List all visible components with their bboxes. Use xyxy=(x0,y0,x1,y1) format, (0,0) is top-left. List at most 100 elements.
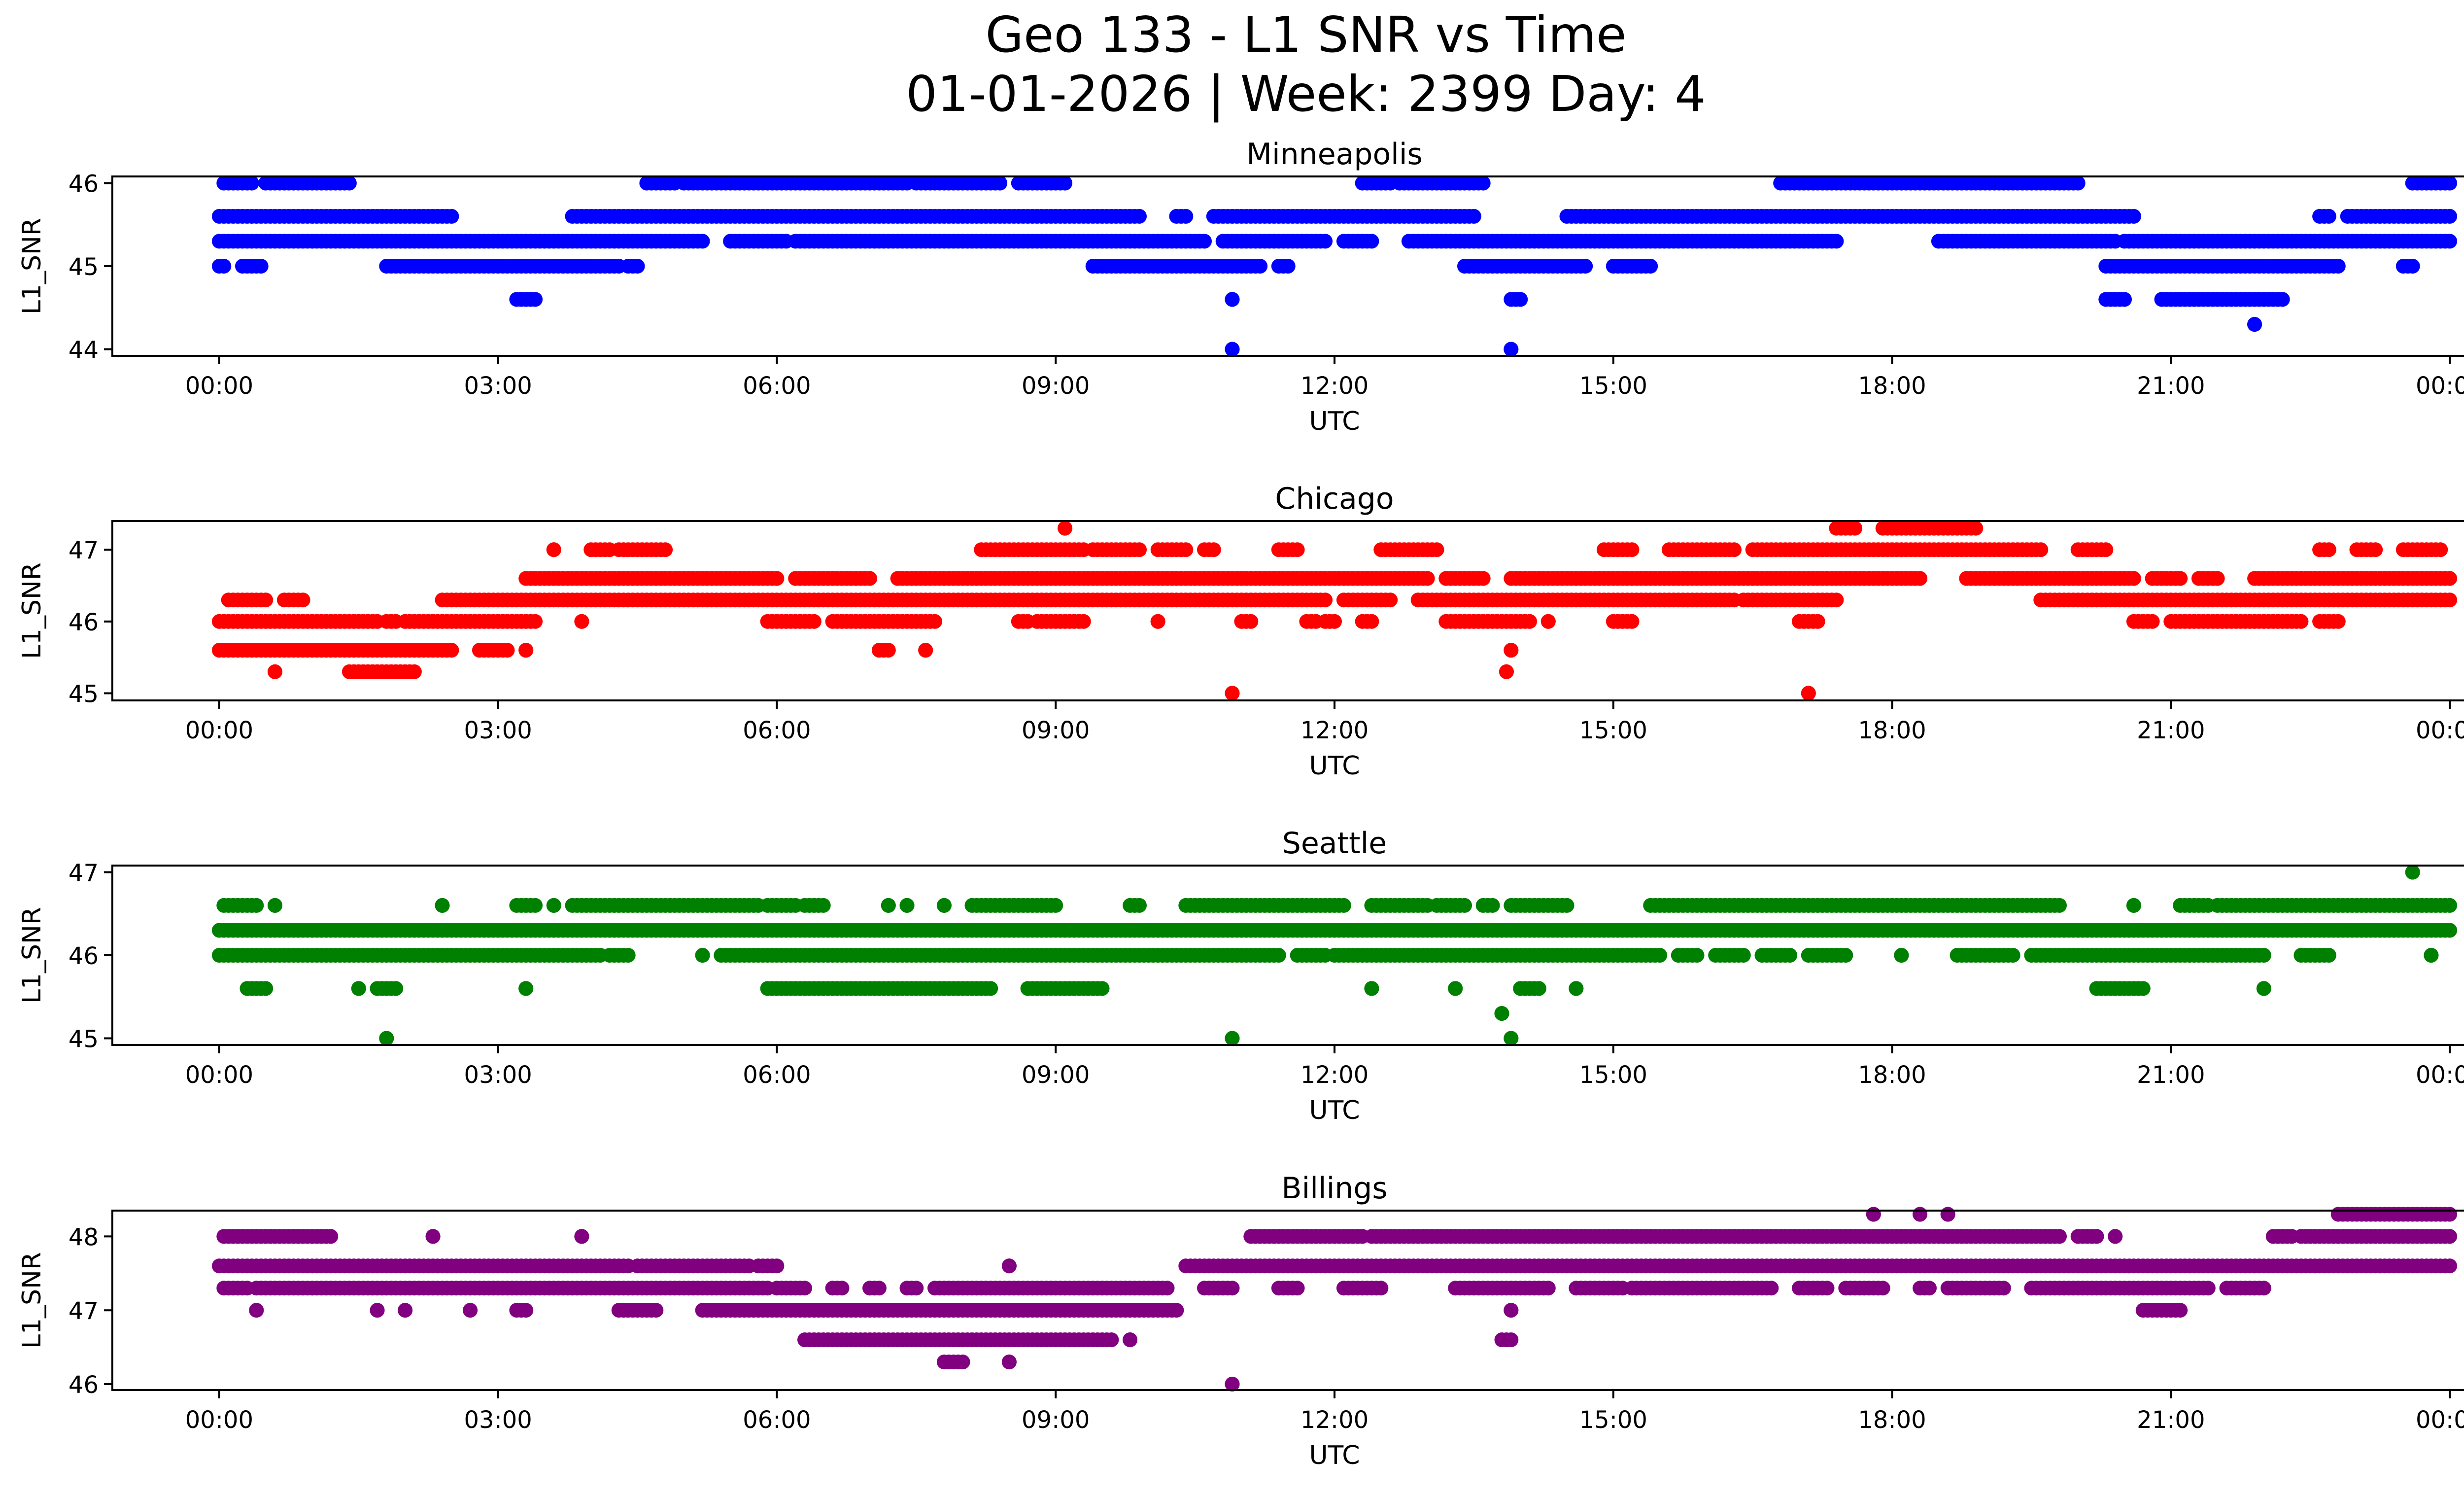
data-point xyxy=(1373,1281,1389,1296)
data-point xyxy=(936,898,952,913)
data-point xyxy=(1499,664,1514,679)
data-point xyxy=(546,542,561,557)
data-point xyxy=(370,1303,385,1318)
x-tick-label: 03:00 xyxy=(464,1061,532,1089)
data-point xyxy=(1001,1258,1017,1274)
data-point xyxy=(1569,981,1584,996)
x-tick-label: 00:00 xyxy=(185,717,253,744)
data-point xyxy=(435,898,450,913)
x-tick-label: 00:00 xyxy=(2416,1061,2464,1089)
data-point xyxy=(258,592,274,608)
x-tick-label: 00:00 xyxy=(2416,717,2464,744)
data-point xyxy=(2005,948,2020,963)
y-tick-label: 44 xyxy=(68,337,99,364)
data-point xyxy=(1829,592,1844,608)
data-point xyxy=(398,1303,413,1318)
data-point xyxy=(1475,175,1491,191)
data-point xyxy=(2424,948,2439,963)
data-point xyxy=(1485,898,1500,913)
data-point xyxy=(388,981,404,996)
data-point xyxy=(2442,234,2458,249)
data-point xyxy=(881,643,896,658)
x-tick-label: 21:00 xyxy=(2137,717,2205,744)
data-point xyxy=(1643,259,1658,274)
data-point xyxy=(1058,175,1073,191)
data-point xyxy=(1810,614,1825,629)
data-point xyxy=(1318,234,1333,249)
data-point xyxy=(909,1281,924,1296)
x-tick-label: 21:00 xyxy=(2137,372,2205,400)
data-point xyxy=(769,1258,785,1274)
data-point xyxy=(253,259,269,274)
data-point xyxy=(1160,1281,1175,1296)
data-point xyxy=(899,898,915,913)
data-point xyxy=(1540,614,1556,629)
data-point xyxy=(1290,542,1305,557)
data-point xyxy=(649,1303,664,1318)
data-point xyxy=(2330,614,2346,629)
data-point xyxy=(862,571,877,586)
panel-title-billings: Billings xyxy=(1281,1171,1387,1206)
chart-title: Geo 133 - L1 SNR vs Time xyxy=(986,6,1627,64)
data-point xyxy=(2293,614,2309,629)
data-point xyxy=(407,664,422,679)
x-tick-label: 15:00 xyxy=(1579,372,1647,400)
x-axis-label-minneapolis: UTC xyxy=(1309,407,1360,436)
data-point xyxy=(2247,317,2262,332)
data-point xyxy=(1875,1281,1890,1296)
data-point xyxy=(1894,948,1909,963)
x-tick-label: 09:00 xyxy=(1022,717,1090,744)
y-tick-label: 46 xyxy=(68,170,99,198)
data-point xyxy=(1513,292,1528,307)
data-point xyxy=(1048,898,1063,913)
data-point xyxy=(871,1281,887,1296)
data-point xyxy=(1727,542,1742,557)
data-point xyxy=(1225,686,1240,701)
data-point xyxy=(528,898,543,913)
data-point xyxy=(2321,209,2336,224)
data-point xyxy=(268,898,282,913)
data-point xyxy=(1522,614,1537,629)
data-point xyxy=(695,234,710,249)
data-point xyxy=(1866,1207,1881,1222)
data-point xyxy=(1531,981,1546,996)
x-axis-label-chicago: UTC xyxy=(1309,751,1360,781)
data-point xyxy=(295,592,310,608)
data-point xyxy=(2108,1229,2123,1244)
data-point xyxy=(630,259,645,274)
data-point xyxy=(2442,1229,2458,1244)
data-point xyxy=(342,175,357,191)
data-point xyxy=(2145,614,2160,629)
data-point xyxy=(2173,571,2188,586)
data-point xyxy=(1364,234,1379,249)
panel-title-chicago: Chicago xyxy=(1275,482,1394,516)
panel-title-seattle: Seattle xyxy=(1282,826,1387,861)
x-tick-label: 03:00 xyxy=(464,717,532,744)
data-point xyxy=(1448,981,1463,996)
data-point xyxy=(1150,614,1165,629)
x-tick-label: 18:00 xyxy=(1858,1061,1926,1089)
data-point xyxy=(1076,614,1091,629)
data-point xyxy=(444,643,459,658)
data-point xyxy=(323,1229,339,1244)
data-point xyxy=(1336,898,1351,913)
data-point xyxy=(500,643,515,658)
data-point xyxy=(2442,175,2458,191)
x-tick-label: 12:00 xyxy=(1300,717,1369,744)
data-point xyxy=(1429,542,1444,557)
data-point xyxy=(695,948,710,963)
data-point xyxy=(351,981,366,996)
data-point xyxy=(1225,292,1240,307)
data-point xyxy=(2321,948,2336,963)
data-point xyxy=(2405,259,2420,274)
data-point xyxy=(1764,1281,1779,1296)
data-point xyxy=(249,1303,264,1318)
data-point xyxy=(2442,209,2458,224)
data-point xyxy=(1624,614,1640,629)
data-point xyxy=(769,571,785,586)
data-point xyxy=(1652,948,1668,963)
data-point xyxy=(546,898,561,913)
data-point xyxy=(528,614,543,629)
